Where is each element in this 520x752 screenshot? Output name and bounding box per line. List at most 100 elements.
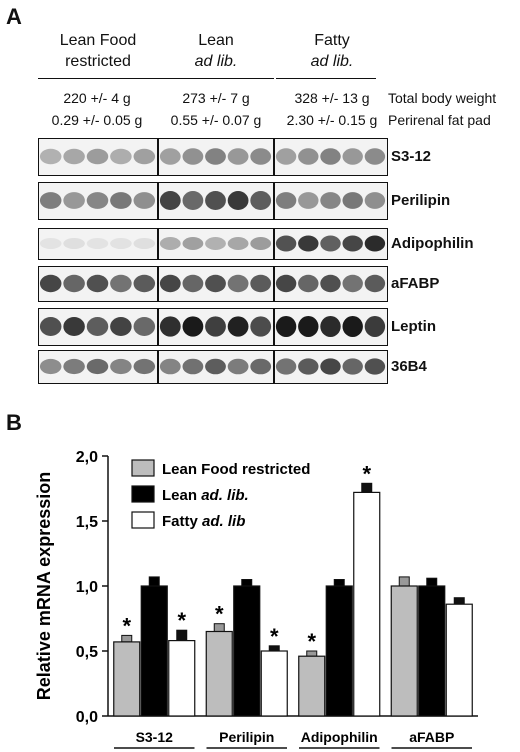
- blot-band: [364, 358, 386, 375]
- bar-perilipin-2: [233, 585, 261, 717]
- blot-band: [205, 148, 226, 165]
- panel-a-label: A: [6, 4, 22, 29]
- fat-pad-lean-food-restricted: 0.29 +/- 0.05 g: [51, 112, 143, 128]
- blot-band: [227, 316, 249, 337]
- gene-label-leptin: Leptin: [391, 318, 436, 335]
- blot-band: [298, 192, 319, 209]
- blot-band: [110, 317, 132, 336]
- group-line2: restricted: [65, 53, 131, 70]
- blot-band: [39, 148, 62, 165]
- blot-band: [342, 192, 363, 209]
- significance-asterisk: *: [270, 624, 279, 649]
- y-tick-label: 1,5: [76, 514, 98, 531]
- bar-afabp-1: [390, 585, 418, 717]
- blot-band: [250, 191, 272, 210]
- blot-band: [39, 317, 62, 336]
- blot-adipophilin-group-3: [274, 228, 388, 260]
- error-bar-cap: [398, 576, 410, 587]
- blot-band: [205, 237, 226, 250]
- blot-band: [320, 192, 341, 209]
- legend-swatch: [131, 511, 155, 529]
- blot-band: [39, 192, 62, 209]
- legend-label: Fatty ad. lib: [162, 513, 245, 530]
- blot-band: [298, 148, 319, 165]
- blot-band: [110, 358, 132, 375]
- mrna-expression-bar-chart: 0,0 0,5 1,0 1,5 2,0 Relative mRNA expression *…: [34, 449, 478, 749]
- blot-band: [86, 238, 109, 249]
- blot-36b4-group-1: [38, 350, 158, 384]
- body-weight-fatty-ad-lib: 328 +/- 13 g: [294, 90, 370, 106]
- blot-band: [320, 274, 341, 293]
- blot-band: [133, 358, 156, 375]
- blot-band: [275, 274, 297, 293]
- blot-band: [250, 316, 272, 337]
- y-tick-label: 1,0: [76, 579, 98, 596]
- group-header-lean-ad-lib: Lean ad lib.: [158, 30, 274, 72]
- blot-band: [250, 358, 272, 375]
- blot-band: [86, 358, 109, 375]
- y-tick-label: 0,0: [76, 709, 98, 726]
- blot-band: [227, 191, 249, 210]
- gene-label-36b4: 36B4: [391, 358, 427, 375]
- blot-band: [86, 192, 109, 209]
- blot-leptin-group-2: [158, 308, 274, 346]
- blot-band: [320, 235, 341, 252]
- blot-leptin-group-1: [38, 308, 158, 346]
- blot-band: [110, 274, 132, 293]
- gene-label-s3-12: S3-12: [391, 148, 432, 165]
- blot-band: [63, 358, 85, 375]
- gene-label-afabp: aFABP: [391, 275, 440, 292]
- blot-band: [227, 148, 249, 165]
- group-line2: ad lib.: [310, 53, 354, 70]
- fat-pad-lean-ad-lib: 0.55 +/- 0.07 g: [170, 112, 262, 128]
- blot-s3-12-group-1: [38, 138, 158, 176]
- y-tick-label: 2,0: [76, 449, 98, 466]
- blot-band: [342, 358, 363, 375]
- blot-band: [205, 358, 226, 375]
- blot-band: [63, 238, 85, 249]
- blot-band: [182, 191, 204, 210]
- blot-band: [133, 274, 156, 293]
- blot-band: [364, 192, 386, 209]
- blot-band: [133, 192, 156, 209]
- significance-asterisk: *: [307, 629, 316, 654]
- blot-band: [250, 237, 272, 250]
- blot-perilipin-group-3: [274, 182, 388, 220]
- blot-s3-12-group-3: [274, 138, 388, 176]
- bar-adipophilin-2: [325, 585, 353, 717]
- blot-band: [110, 238, 132, 249]
- group-underline: [276, 78, 376, 79]
- blot-band: [159, 358, 181, 375]
- x-category-label: aFABP: [409, 729, 454, 745]
- group-line1: Fatty: [314, 32, 350, 49]
- x-category-label: Perilipin: [219, 729, 274, 745]
- blot-band: [275, 148, 297, 165]
- x-category-label: S3-12: [136, 729, 174, 745]
- blot-band: [182, 316, 204, 337]
- gene-label-adipophilin: Adipophilin: [391, 235, 474, 252]
- blot-band: [182, 237, 204, 250]
- group-underline: [158, 78, 274, 79]
- blot-band: [275, 235, 297, 252]
- northern-blot-panel: S3-12 Perilipin Adipophilin aFABP Leptin 36B4: [38, 138, 474, 384]
- blot-band: [364, 316, 386, 337]
- blot-band: [182, 274, 204, 293]
- body-weight-lean-food-restricted: 220 +/- 4 g: [63, 90, 131, 106]
- blot-perilipin-group-2: [158, 182, 274, 220]
- blot-afabp-group-3: [274, 266, 388, 302]
- blot-band: [250, 274, 272, 293]
- blot-band: [250, 148, 272, 165]
- blot-band: [298, 235, 319, 252]
- bar-afabp-2: [418, 585, 446, 717]
- blot-band: [320, 148, 341, 165]
- blot-band: [159, 237, 181, 250]
- bar-perilipin-1: [205, 630, 233, 717]
- body-weight-lean-ad-lib: 273 +/- 7 g: [182, 90, 250, 106]
- panel-b-label: B: [6, 410, 22, 435]
- blot-afabp-group-1: [38, 266, 158, 302]
- y-tick-label: 0,5: [76, 644, 98, 661]
- significance-asterisk: *: [215, 602, 224, 627]
- bar-adipophilin-3: [353, 491, 381, 717]
- blot-band: [159, 274, 181, 293]
- y-axis-label: Relative mRNA expression: [34, 472, 54, 700]
